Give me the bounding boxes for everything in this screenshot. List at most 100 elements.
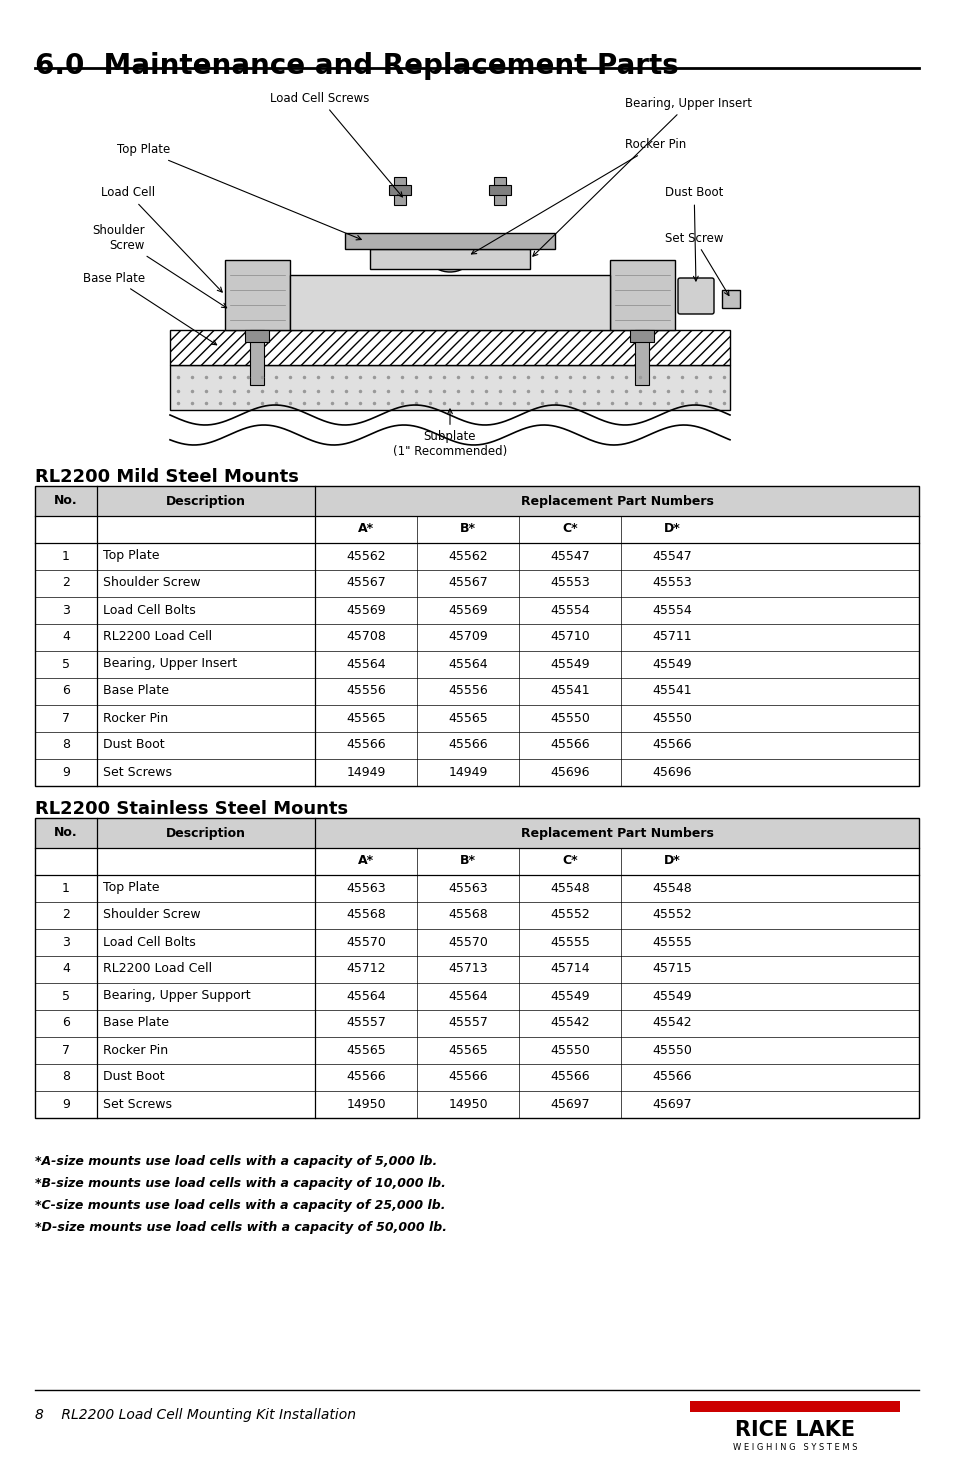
Text: 45549: 45549 bbox=[652, 658, 691, 671]
Bar bbox=[345, 233, 555, 249]
Text: 45550: 45550 bbox=[652, 711, 691, 724]
Bar bbox=[629, 330, 654, 342]
Text: 8: 8 bbox=[62, 1071, 70, 1084]
Text: 45697: 45697 bbox=[550, 1097, 589, 1111]
Text: 45570: 45570 bbox=[346, 935, 386, 948]
Text: 45566: 45566 bbox=[550, 739, 589, 751]
Text: 45542: 45542 bbox=[652, 1016, 691, 1030]
Text: 2: 2 bbox=[62, 909, 70, 922]
Text: 45712: 45712 bbox=[346, 963, 385, 975]
Text: Rocker Pin: Rocker Pin bbox=[471, 139, 685, 254]
Text: 5: 5 bbox=[62, 658, 70, 671]
Text: 45550: 45550 bbox=[652, 1043, 691, 1056]
Text: 45556: 45556 bbox=[346, 684, 385, 698]
Text: 7: 7 bbox=[62, 711, 70, 724]
Bar bbox=[250, 330, 264, 385]
Bar bbox=[394, 177, 406, 205]
Bar bbox=[35, 848, 918, 875]
Text: 45556: 45556 bbox=[448, 684, 487, 698]
Text: Shoulder Screw: Shoulder Screw bbox=[103, 909, 200, 922]
Text: 45566: 45566 bbox=[550, 1071, 589, 1084]
Text: 45565: 45565 bbox=[346, 711, 385, 724]
Text: 14949: 14949 bbox=[346, 766, 385, 779]
Bar bbox=[370, 249, 530, 268]
Text: 45552: 45552 bbox=[550, 909, 589, 922]
Bar bbox=[35, 650, 918, 678]
Bar bbox=[35, 543, 918, 569]
Bar bbox=[170, 364, 729, 410]
Text: Bearing, Upper Insert: Bearing, Upper Insert bbox=[103, 658, 237, 671]
Bar bbox=[35, 760, 918, 786]
Text: 3: 3 bbox=[62, 603, 70, 617]
Text: 45548: 45548 bbox=[550, 882, 589, 894]
Text: C*: C* bbox=[561, 854, 578, 867]
Bar bbox=[35, 1010, 918, 1037]
Text: 45567: 45567 bbox=[346, 577, 385, 590]
Text: 6: 6 bbox=[62, 684, 70, 698]
Text: 6.0  Maintenance and Replacement Parts: 6.0 Maintenance and Replacement Parts bbox=[35, 52, 678, 80]
Text: Bearing, Upper Support: Bearing, Upper Support bbox=[103, 990, 251, 1003]
Text: Load Cell Bolts: Load Cell Bolts bbox=[103, 603, 195, 617]
Bar bbox=[609, 260, 675, 330]
Text: 45550: 45550 bbox=[550, 711, 589, 724]
Text: 45710: 45710 bbox=[550, 630, 589, 643]
Text: 45696: 45696 bbox=[652, 766, 691, 779]
Text: 45564: 45564 bbox=[346, 658, 385, 671]
Text: 45553: 45553 bbox=[550, 577, 589, 590]
Text: 45548: 45548 bbox=[652, 882, 691, 894]
Text: 45562: 45562 bbox=[448, 550, 487, 562]
Text: 45567: 45567 bbox=[448, 577, 487, 590]
Bar bbox=[389, 184, 411, 195]
Text: Rocker Pin: Rocker Pin bbox=[103, 1043, 168, 1056]
Text: 45570: 45570 bbox=[448, 935, 487, 948]
Text: 45547: 45547 bbox=[550, 550, 589, 562]
Text: Replacement Part Numbers: Replacement Part Numbers bbox=[520, 826, 713, 839]
Text: Set Screw: Set Screw bbox=[664, 232, 728, 295]
Bar bbox=[35, 819, 918, 848]
Text: Base Plate: Base Plate bbox=[103, 1016, 169, 1030]
Text: 45562: 45562 bbox=[346, 550, 385, 562]
Text: 5: 5 bbox=[62, 990, 70, 1003]
Text: 45555: 45555 bbox=[652, 935, 691, 948]
Text: RICE LAKE: RICE LAKE bbox=[734, 1420, 854, 1440]
Text: 9: 9 bbox=[62, 1097, 70, 1111]
Text: *B-size mounts use load cells with a capacity of 10,000 lb.: *B-size mounts use load cells with a cap… bbox=[35, 1177, 445, 1190]
Bar bbox=[245, 330, 269, 342]
Text: Dust Boot: Dust Boot bbox=[664, 186, 722, 280]
Text: 6: 6 bbox=[62, 1016, 70, 1030]
Text: 45697: 45697 bbox=[652, 1097, 691, 1111]
Text: *A-size mounts use load cells with a capacity of 5,000 lb.: *A-size mounts use load cells with a cap… bbox=[35, 1155, 436, 1168]
Text: 45547: 45547 bbox=[652, 550, 691, 562]
Text: 45565: 45565 bbox=[346, 1043, 385, 1056]
Text: Replacement Part Numbers: Replacement Part Numbers bbox=[520, 494, 713, 507]
Text: 45557: 45557 bbox=[448, 1016, 487, 1030]
Text: 45569: 45569 bbox=[448, 603, 487, 617]
Text: Description: Description bbox=[166, 826, 246, 839]
Bar bbox=[35, 875, 918, 903]
Text: 45566: 45566 bbox=[652, 1071, 691, 1084]
Text: 1: 1 bbox=[62, 882, 70, 894]
Text: *D-size mounts use load cells with a capacity of 50,000 lb.: *D-size mounts use load cells with a cap… bbox=[35, 1221, 447, 1235]
Text: 45568: 45568 bbox=[448, 909, 487, 922]
Bar bbox=[35, 678, 918, 705]
Text: 45564: 45564 bbox=[448, 990, 487, 1003]
Bar bbox=[35, 1092, 918, 1118]
Text: 45563: 45563 bbox=[448, 882, 487, 894]
Text: Load Cell Screws: Load Cell Screws bbox=[270, 91, 402, 198]
Text: 45566: 45566 bbox=[346, 739, 385, 751]
Bar bbox=[35, 1037, 918, 1063]
Text: 45709: 45709 bbox=[448, 630, 487, 643]
Text: 45542: 45542 bbox=[550, 1016, 589, 1030]
Text: 45714: 45714 bbox=[550, 963, 589, 975]
Text: Top Plate: Top Plate bbox=[103, 882, 159, 894]
Bar bbox=[35, 597, 918, 624]
Bar bbox=[35, 1063, 918, 1092]
Text: 45715: 45715 bbox=[652, 963, 691, 975]
Text: Load Cell: Load Cell bbox=[101, 186, 222, 292]
Text: 45557: 45557 bbox=[346, 1016, 386, 1030]
Text: 45564: 45564 bbox=[346, 990, 385, 1003]
Text: C*: C* bbox=[561, 522, 578, 535]
Text: 45554: 45554 bbox=[652, 603, 691, 617]
Text: 45569: 45569 bbox=[346, 603, 385, 617]
Text: Shoulder
Screw: Shoulder Screw bbox=[92, 224, 227, 308]
